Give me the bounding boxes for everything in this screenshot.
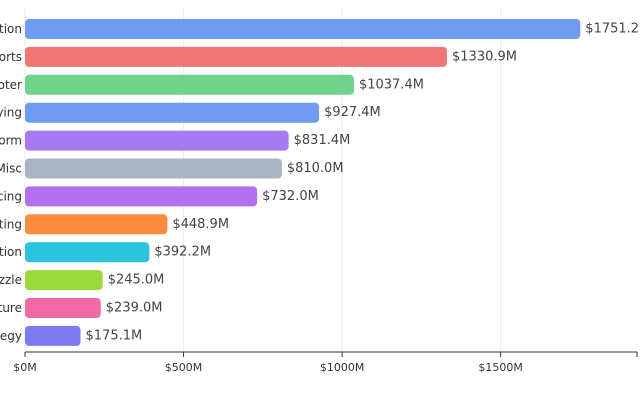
bar xyxy=(25,74,354,95)
value-label: $175.1M xyxy=(86,328,143,343)
category-label: cing xyxy=(0,189,22,203)
bar xyxy=(25,242,150,263)
category-label: ting xyxy=(0,217,22,231)
value-label: $1330.9M xyxy=(452,49,517,64)
bar xyxy=(25,214,168,235)
bars-layer: ation $1751.2M orts $1330.9M oter $1037.4M yin… xyxy=(0,19,640,346)
value-label: $1037.4M xyxy=(359,77,424,92)
category-label: uzzle xyxy=(0,273,22,287)
bar xyxy=(25,270,103,291)
tick-label: $1500M xyxy=(478,361,522,374)
value-label: $1751.2M xyxy=(585,22,640,37)
value-label: $448.9M xyxy=(172,217,229,232)
bar xyxy=(25,158,282,179)
category-label: orm xyxy=(0,134,22,148)
tick-label: $0M xyxy=(13,361,37,374)
value-label: $732.0M xyxy=(262,189,319,204)
bar xyxy=(25,186,258,207)
value-label: $831.4M xyxy=(294,133,351,148)
bar xyxy=(25,130,289,151)
bar xyxy=(25,298,101,318)
value-label: $810.0M xyxy=(287,161,344,176)
bar xyxy=(25,102,320,123)
category-label: tegy xyxy=(0,329,22,343)
bar xyxy=(25,46,448,67)
tick-label: $1000M xyxy=(320,361,364,374)
value-label: $927.4M xyxy=(324,105,381,120)
x-axis: $0M $500M $1000M $1500M xyxy=(13,351,638,374)
bar xyxy=(25,19,581,39)
category-label: oter xyxy=(0,78,22,92)
category-label: ture xyxy=(0,301,22,315)
category-label: Misc xyxy=(0,162,22,176)
bar xyxy=(25,325,81,346)
value-label: $239.0M xyxy=(106,301,163,316)
category-label: ation xyxy=(0,245,22,259)
tick-label: $500M xyxy=(165,361,203,374)
value-label: $392.2M xyxy=(154,245,211,260)
category-label: ation xyxy=(0,22,22,36)
category-label: ying xyxy=(0,106,22,120)
category-label: orts xyxy=(0,50,22,64)
value-label: $245.0M xyxy=(108,273,165,288)
